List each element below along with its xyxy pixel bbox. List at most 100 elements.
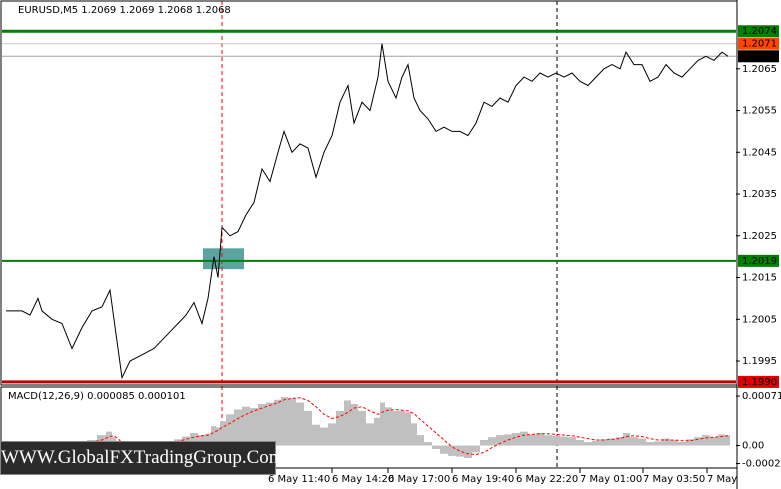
histogram-bar [190,433,198,446]
histogram-bar [662,438,670,446]
x-tick-label: 6 May 14:20 [332,474,394,485]
histogram-bar [520,431,528,446]
histogram-bar [344,400,351,446]
histogram-bar [472,445,480,453]
histogram-bar [205,433,211,446]
histogram-bar [702,435,710,446]
histogram-bar [424,442,432,446]
histogram-bar [374,417,380,446]
histogram-bar [592,440,600,446]
histogram-bar [512,433,520,446]
histogram-bar [440,445,448,454]
histogram-bar [312,424,320,446]
histogram-bar [328,423,336,446]
level-label-box [738,254,779,267]
histogram-bar [336,410,344,446]
histogram-bar [616,437,623,446]
histogram-bar [296,402,304,446]
histogram-bar [385,407,392,446]
histogram-bar [488,437,496,446]
histogram-bar [351,403,358,446]
level-label-box [738,37,779,50]
histogram-bar [694,437,702,446]
x-tick-label: 6 May 19:40 [452,474,514,485]
histogram-bar [216,427,220,446]
chart-title: EURUSD,M5 1.2069 1.2069 1.2068 1.2068 [18,5,231,16]
macd-title: MACD(12,26,9) 0.000085 0.000101 [8,391,186,402]
level-label-box [738,375,779,388]
histogram-bar [456,445,464,457]
y-tick-label: 1.2045 [742,147,777,158]
level-label: 1.2074 [742,26,777,37]
histogram-bar [678,442,686,446]
histogram-bar [496,435,504,446]
histogram-bar [670,439,678,446]
histogram-bar [242,406,250,446]
x-tick-label: 6 May 17:00 [388,474,450,485]
histogram-bar [358,410,366,446]
histogram-bar [366,423,374,446]
y-tick-label: -0.00026 [742,459,781,470]
level-label: 1.2071 [742,39,777,50]
histogram-bar [411,423,417,446]
histogram-bar [464,445,472,458]
histogram-bar [392,410,399,446]
histogram-bar [405,412,411,446]
level-label-box [738,25,779,38]
histogram-bar [304,410,312,446]
x-tick-label: 7 May 01:00 [580,474,642,485]
histogram-bar [258,403,266,446]
y-tick-label: 1.2005 [742,314,777,325]
histogram-bar [480,439,488,446]
y-tick-label: 0.00 [742,441,764,452]
zone [203,248,244,270]
histogram-bar [608,438,616,446]
histogram-bar [568,437,576,446]
y-tick-label: 1.2035 [742,189,777,200]
histogram-bar [320,427,328,446]
histogram-bar [544,435,552,446]
level-label: 1.2019 [742,256,777,267]
histogram-bar [250,408,258,446]
histogram-bar [399,410,405,446]
y-tick-label: 1.2055 [742,106,777,117]
y-tick-label: 1.2025 [742,231,777,242]
level-label-box [738,50,779,63]
histogram-bar [638,438,646,446]
histogram-bar [198,435,205,446]
histogram-bar [552,435,560,446]
histogram-bar [211,426,216,446]
histogram-bar [576,439,584,446]
histogram-bar [725,435,730,446]
histogram-bar [234,409,242,446]
y-tick-label: 1.1995 [742,356,777,367]
histogram-bar [718,434,725,446]
x-tick-label: 7 May 03:50 [643,474,705,485]
y-tick-label: 1.2015 [742,273,777,284]
histogram-bar [226,414,234,446]
series-line [6,43,729,380]
level-label: 1.1990 [742,377,777,388]
x-tick-label: 6 May 11:40 [268,474,330,485]
histogram-bar [654,441,662,446]
histogram-bar [281,397,288,446]
histogram-bar [528,434,536,446]
histogram-bar [623,433,630,446]
histogram-bar [266,402,274,446]
histogram-bar [600,439,608,446]
histogram-bar [274,399,281,446]
histogram-bar [220,421,226,446]
level-label: 1.2068 [742,51,777,62]
histogram-bar [417,435,424,446]
y-tick-label: 1.2065 [742,64,777,75]
y-tick-label: 0.000714 [742,391,781,402]
axis-layer: 1.1995 1.2005 1.2015 1.2025 1.2035 1.2045 1.20… [267,0,781,489]
histogram-bar [630,437,638,446]
histogram-bar [536,433,544,446]
histogram-bar [584,442,592,446]
watermark: WWW.GlobalFXTradingGroup.Com [0,441,284,475]
histogram-bar [646,442,654,446]
histogram-bar [432,445,440,449]
